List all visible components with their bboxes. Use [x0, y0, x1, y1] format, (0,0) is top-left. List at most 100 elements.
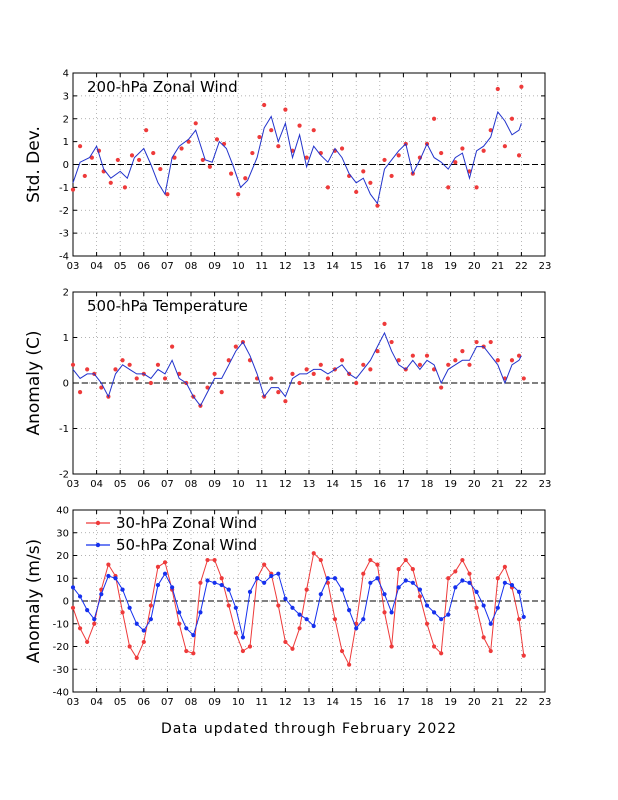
data-point: [177, 610, 182, 615]
data-point: [297, 380, 302, 386]
data-point: [347, 662, 352, 667]
data-point: [502, 144, 507, 149]
data-point: [144, 128, 149, 133]
data-point: [170, 585, 175, 590]
data-point: [141, 639, 146, 645]
data-point: [417, 587, 423, 592]
data-point: [120, 358, 125, 363]
data-point: [134, 621, 139, 626]
data-point: [368, 180, 373, 185]
data-point: [148, 603, 153, 608]
data-point: [502, 564, 507, 569]
data-point: [198, 580, 203, 585]
data-point: [396, 358, 401, 363]
data-point: [304, 155, 309, 160]
data-point: [431, 116, 437, 121]
x-tick-label: 11: [255, 479, 268, 490]
data-point: [361, 571, 366, 576]
data-point: [82, 173, 87, 179]
data-point: [389, 610, 394, 615]
x-tick-label: 15: [350, 697, 363, 708]
data-point: [240, 648, 246, 654]
data-point: [311, 551, 316, 556]
x-tick-label: 14: [326, 479, 339, 490]
data-point: [297, 612, 302, 617]
data-point: [521, 614, 526, 620]
legend-label: 50-hPa Zonal Wind: [116, 536, 257, 554]
data-point: [311, 623, 316, 629]
x-tick-label: 05: [114, 697, 127, 708]
data-point: [304, 367, 309, 372]
data-point: [155, 564, 161, 569]
data-point: [460, 557, 465, 563]
data-point: [219, 390, 224, 395]
x-tick-label: 05: [114, 479, 127, 490]
x-tick-label: 19: [444, 261, 457, 272]
data-point: [233, 605, 238, 610]
data-point: [318, 557, 323, 563]
x-tick-label: 09: [208, 479, 221, 490]
data-point: [460, 578, 465, 583]
x-tick-label: 06: [137, 697, 150, 708]
data-point: [247, 644, 253, 649]
data-point: [325, 376, 330, 381]
x-tick-label: 06: [137, 261, 150, 272]
data-point: [389, 173, 394, 179]
data-point: [361, 169, 366, 174]
data-point: [198, 610, 203, 615]
data-point: [134, 376, 139, 381]
data-point: [99, 385, 104, 390]
data-point: [226, 587, 231, 592]
data-point: [417, 594, 423, 599]
y-tick-label: 1: [63, 333, 69, 344]
data-point: [339, 648, 345, 654]
data-point: [382, 610, 387, 615]
data-point: [269, 128, 274, 133]
data-point: [70, 362, 76, 367]
data-point: [269, 376, 274, 381]
data-point: [162, 560, 168, 565]
x-tick-label: 17: [397, 479, 410, 490]
data-point: [467, 580, 472, 585]
data-point: [276, 390, 281, 395]
x-tick-label: 09: [208, 261, 221, 272]
data-point: [417, 362, 423, 367]
data-point: [89, 155, 94, 160]
y-tick-label: 3: [63, 91, 69, 102]
data-point: [516, 617, 522, 622]
data-point: [446, 576, 451, 581]
data-point: [354, 189, 359, 195]
data-point: [368, 367, 373, 372]
series-line: [72, 331, 522, 407]
data-point: [233, 344, 238, 349]
data-point: [431, 610, 437, 615]
data-point: [453, 160, 458, 165]
data-point: [318, 592, 323, 597]
data-point: [113, 576, 118, 581]
data-point: [481, 148, 486, 153]
data-point: [257, 134, 262, 140]
x-tick-label: 15: [350, 261, 363, 272]
data-point: [439, 651, 444, 656]
data-point: [339, 146, 345, 151]
data-point: [439, 617, 444, 622]
data-point: [453, 569, 458, 574]
data-point: [375, 203, 380, 208]
data-point: [354, 380, 359, 386]
data-point: [120, 587, 125, 592]
y-tick-label: 20: [56, 551, 69, 562]
x-tick-label: 16: [373, 697, 386, 708]
y-tick-label: -4: [59, 252, 69, 263]
data-point: [136, 157, 142, 163]
data-point: [122, 185, 128, 190]
data-point: [77, 144, 83, 149]
data-point: [127, 605, 132, 610]
data-point: [214, 137, 220, 142]
data-point: [205, 385, 210, 390]
data-point: [229, 171, 234, 176]
data-point: [205, 578, 210, 583]
series-line-1: [72, 331, 522, 407]
data-point: [474, 339, 479, 345]
x-tick-label: 23: [539, 261, 552, 272]
